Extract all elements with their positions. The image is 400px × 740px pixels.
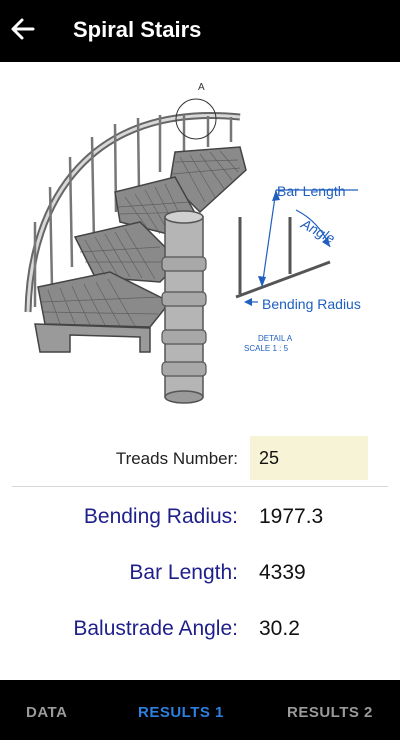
treads-number-input[interactable] (250, 436, 368, 480)
tab-results-2[interactable]: RESULTS 2 (287, 704, 373, 721)
treads-number-label: Treads Number: (115, 449, 238, 468)
page-title: Spiral Stairs (73, 17, 202, 42)
spiral-stairs-illustration: A Bar Length Angle Bending Radius DETAIL… (24, 82, 361, 404)
tab-results-1[interactable]: RESULTS 1 (138, 704, 224, 721)
balustrade-angle-value: 30.2 (259, 617, 300, 640)
balustrade-angle-label: Balustrade Angle: (73, 617, 238, 640)
detail-title: DETAIL A (258, 334, 293, 343)
tab-data[interactable]: DATA (26, 704, 68, 721)
bar-length-callout: Bar Length (277, 183, 346, 199)
arrow-left-icon[interactable] (10, 16, 36, 42)
bending-radius-callout: Bending Radius (262, 296, 361, 312)
bending-radius-value: 1977.3 (259, 505, 324, 528)
detail-letter: A (198, 82, 205, 93)
detail-scale: SCALE 1 : 5 (244, 344, 289, 353)
divider (12, 486, 388, 487)
angle-callout: Angle (298, 215, 338, 247)
app-header: Spiral Stairs (0, 0, 400, 62)
bar-length-value: 4339 (259, 561, 306, 584)
bending-radius-label: Bending Radius: (83, 505, 238, 528)
bar-length-label: Bar Length: (129, 561, 238, 584)
bottom-tab-bar: DATA RESULTS 1 RESULTS 2 (0, 680, 400, 740)
